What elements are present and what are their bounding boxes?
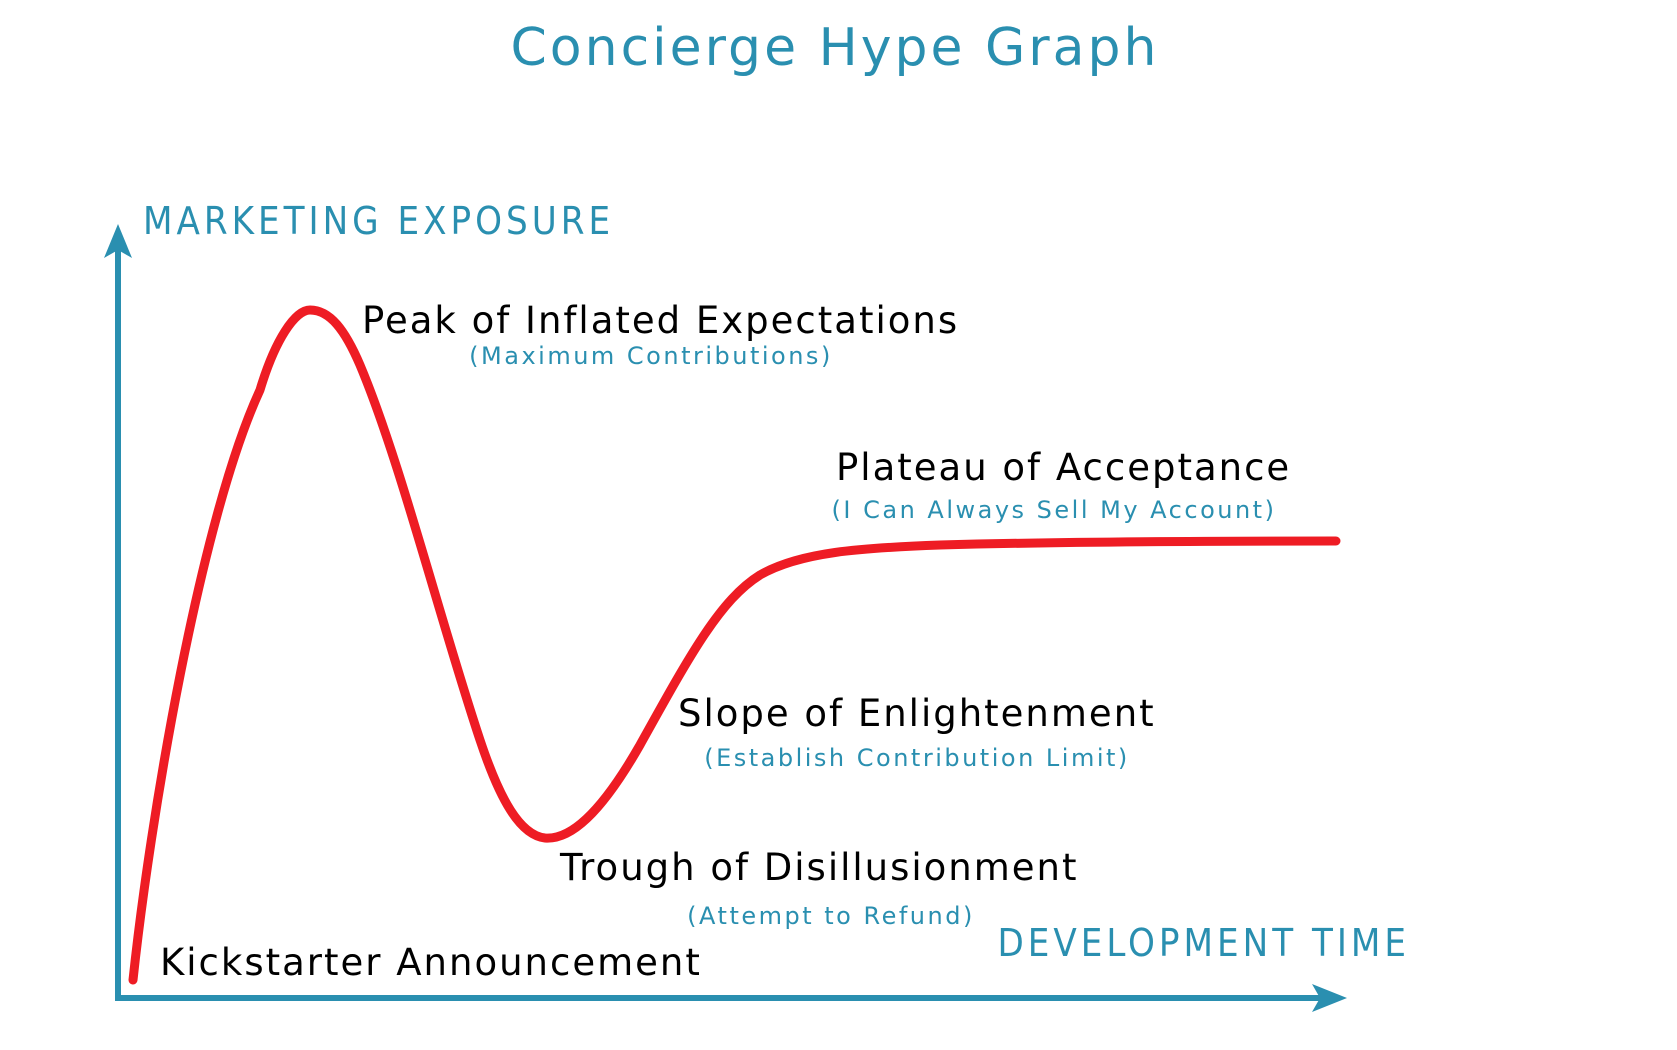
phase-label: Slope of Enlightenment (678, 692, 1156, 735)
phase-sublabel: (Maximum Contributions) (469, 342, 833, 370)
diagram-title: Concierge Hype Graph (510, 18, 1159, 78)
phase-sublabel: (Attempt to Refund) (687, 902, 975, 930)
phase-label: Plateau of Acceptance (836, 446, 1291, 489)
phase-peak: Peak of Inflated Expectations (Maximum C… (362, 299, 959, 370)
phase-kickstarter: Kickstarter Announcement (160, 941, 702, 984)
y-axis-label: MARKETING EXPOSURE (143, 199, 614, 243)
phase-label: Trough of Disillusionment (559, 846, 1079, 889)
phase-plateau: Plateau of Acceptance (I Can Always Sell… (832, 446, 1291, 524)
axes: MARKETING EXPOSURE DEVELOPMENT TIME (104, 199, 1410, 1012)
phase-sublabel: (Establish Contribution Limit) (704, 744, 1130, 772)
phase-label: Peak of Inflated Expectations (362, 299, 959, 342)
arrow-right-icon (1312, 984, 1347, 1012)
phase-sublabel: (I Can Always Sell My Account) (832, 496, 1277, 524)
phase-label: Kickstarter Announcement (160, 941, 702, 984)
x-axis-label: DEVELOPMENT TIME (997, 921, 1410, 965)
phase-slope: Slope of Enlightenment (Establish Contri… (678, 692, 1156, 772)
arrow-up-icon (104, 224, 132, 258)
phase-trough: Trough of Disillusionment (Attempt to Re… (559, 846, 1079, 930)
hype-curve (128, 305, 1341, 985)
